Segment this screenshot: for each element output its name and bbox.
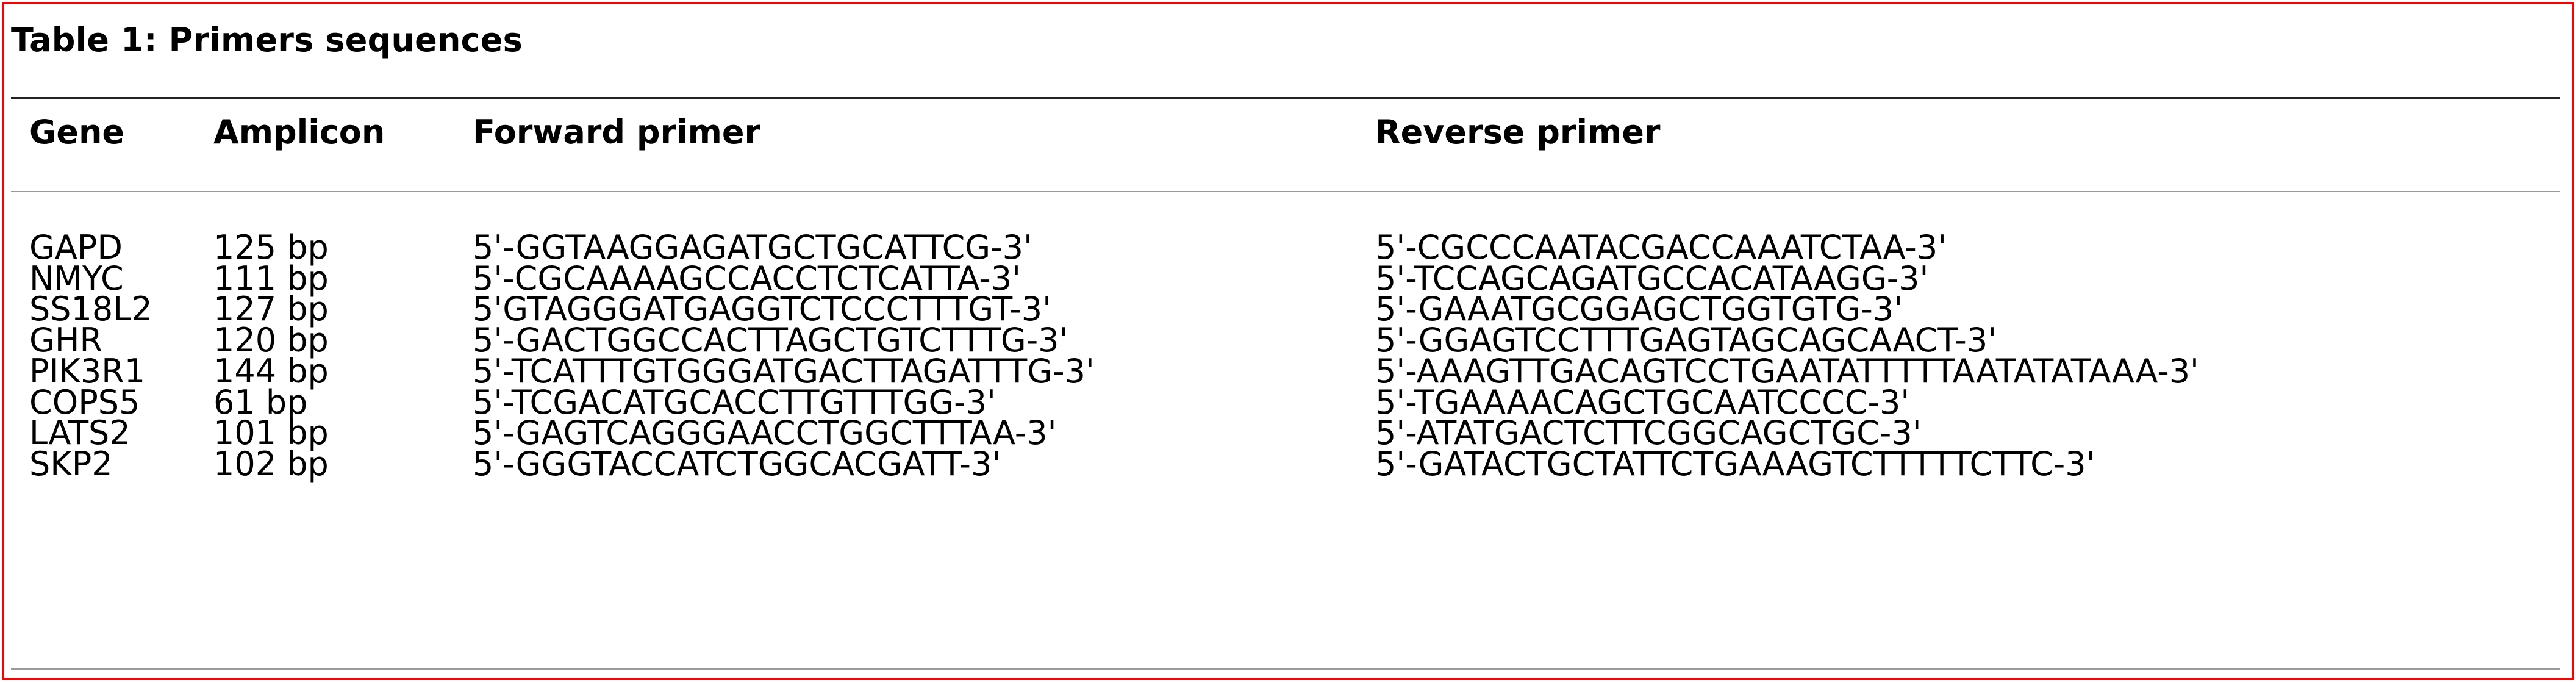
cell-forward-primer: 5'-GGTAAGGAGATGCTGCATTCG-3' — [473, 228, 1032, 267]
cell-reverse-primer: 5'-GGAGTCCTTTGAGTAGCAGCAACT-3' — [1375, 321, 1997, 359]
cell-reverse-primer: 5'-CGCCCAATACGACCAAATCTAA-3' — [1375, 228, 1947, 267]
cell-amplicon: 127 bp — [213, 290, 329, 328]
cell-forward-primer: 5'-TCGACATGCACCTTGTTTGG-3' — [473, 383, 996, 422]
cell-gene: GAPD — [29, 228, 123, 267]
header-amplicon: Amplicon — [213, 113, 385, 151]
cell-amplicon: 120 bp — [213, 321, 329, 359]
cell-amplicon: 101 bp — [213, 414, 329, 452]
cell-gene: NMYC — [29, 259, 124, 298]
cell-amplicon: 61 bp — [213, 383, 308, 422]
cell-amplicon: 111 bp — [213, 259, 329, 298]
cell-amplicon: 102 bp — [213, 445, 329, 483]
cell-gene: GHR — [29, 321, 102, 359]
cell-forward-primer: 5'-GACTGGCCACTTAGCTGTCTTTG-3' — [473, 321, 1068, 359]
cell-gene: SKP2 — [29, 445, 113, 483]
cell-forward-primer: 5'-GGGTACCATCTGGCACGATT-3' — [473, 445, 1001, 483]
cell-reverse-primer: 5'-GAAATGCGGAGCTGGTGTG-3' — [1375, 290, 1903, 328]
header-gene: Gene — [29, 113, 125, 151]
cell-amplicon: 125 bp — [213, 228, 329, 267]
cell-forward-primer: 5'GTAGGGATGAGGTCTCCCTTTGT-3' — [473, 290, 1051, 328]
cell-forward-primer: 5'-CGCAAAAGCCACCTCTCATTA-3' — [473, 259, 1021, 298]
cell-reverse-primer: 5'-TCCAGCAGATGCCACATAAGG-3' — [1375, 259, 1929, 298]
header-rule — [11, 191, 2560, 192]
cell-gene: PIK3R1 — [29, 352, 146, 390]
cell-amplicon: 144 bp — [213, 352, 329, 390]
cell-reverse-primer: 5'-TGAAAACAGCTGCAATCCCC-3' — [1375, 383, 1910, 422]
top-rule — [11, 97, 2560, 99]
cell-gene: LATS2 — [29, 414, 131, 452]
cell-gene: COPS5 — [29, 383, 140, 422]
table-title: Table 1: Primers sequences — [11, 21, 523, 59]
cell-forward-primer: 5'-TCATTTGTGGGATGACTTAGATTTG-3' — [473, 352, 1095, 390]
cell-gene: SS18L2 — [29, 290, 152, 328]
header-forward-primer: Forward primer — [473, 113, 761, 151]
bottom-rule — [11, 668, 2560, 670]
cell-reverse-primer: 5'-AAAGTTGACAGTCCTGAATATTTTTAATATATAAA-3… — [1375, 352, 2199, 390]
cell-reverse-primer: 5'-GATACTGCTATTCTGAAAGTCTTTTTCTTC-3' — [1375, 445, 2095, 483]
cell-reverse-primer: 5'-ATATGACTCTTCGGCAGCTGC-3' — [1375, 414, 1922, 452]
header-reverse-primer: Reverse primer — [1375, 113, 1661, 151]
cell-forward-primer: 5'-GAGTCAGGGAACCTGGCTTTAA-3' — [473, 414, 1057, 452]
